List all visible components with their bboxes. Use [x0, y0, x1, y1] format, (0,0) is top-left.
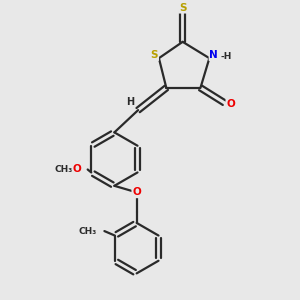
Text: S: S [151, 50, 158, 60]
Text: S: S [179, 3, 186, 13]
Text: CH₃: CH₃ [79, 226, 97, 236]
Text: CH₃: CH₃ [55, 165, 73, 174]
Text: H: H [126, 97, 134, 107]
Text: -H: -H [220, 52, 231, 61]
Text: O: O [132, 187, 141, 197]
Text: O: O [226, 99, 235, 109]
Text: O: O [73, 164, 82, 175]
Text: N: N [209, 50, 218, 60]
